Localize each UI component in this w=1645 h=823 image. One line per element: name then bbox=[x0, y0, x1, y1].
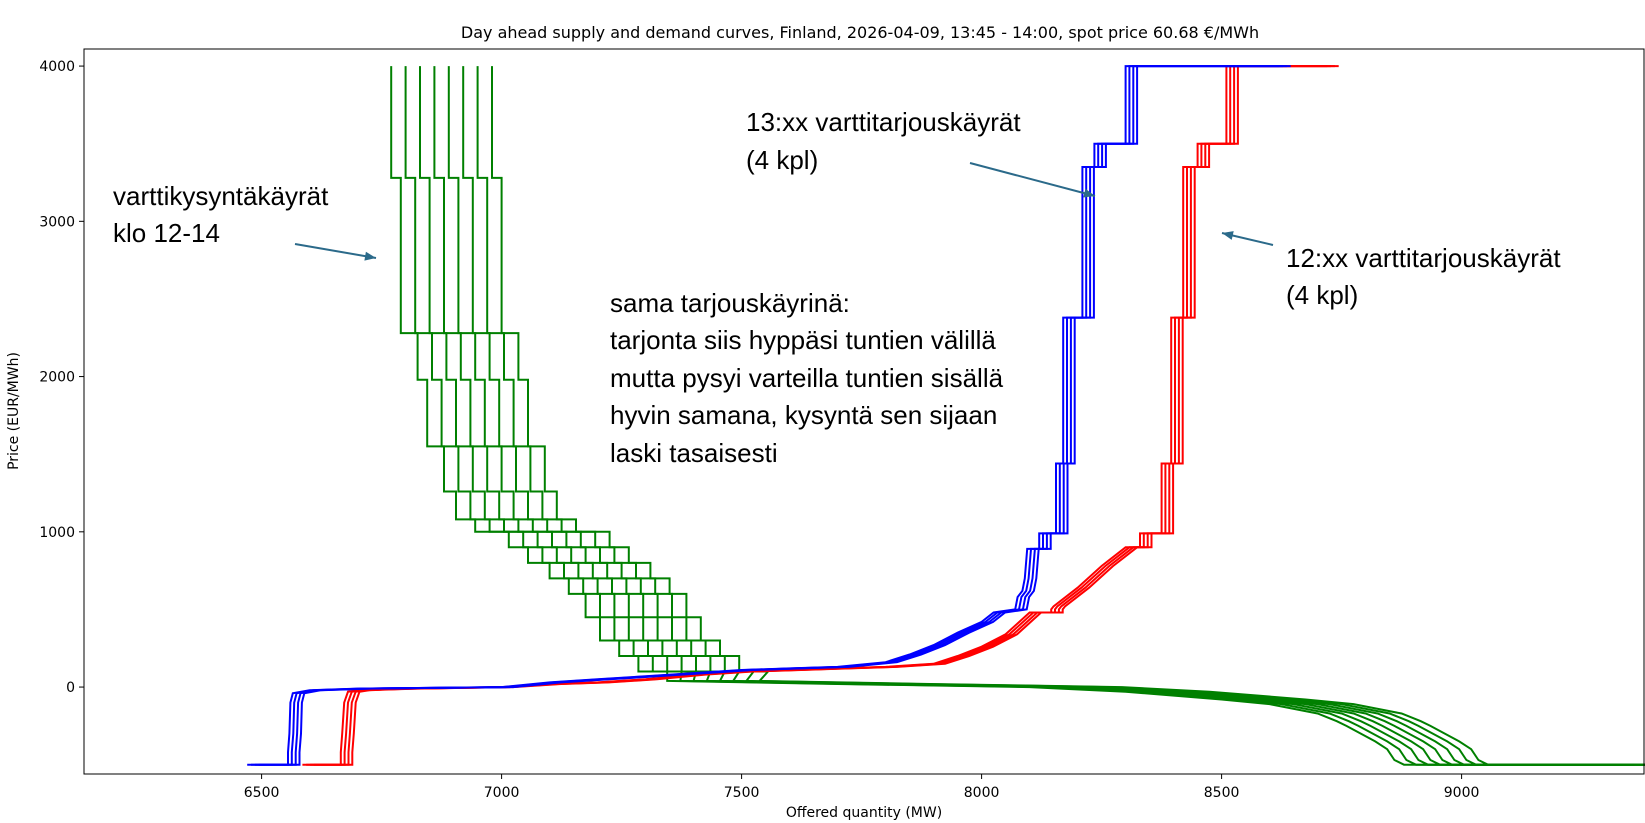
y-axis-label: Price (EUR/MWh) bbox=[6, 352, 22, 470]
x-axis-label: Offered quantity (MW) bbox=[786, 805, 942, 821]
demand-curve-1 bbox=[390, 66, 1611, 766]
demand-curve-4 bbox=[433, 66, 1645, 766]
y-tick-label: 2000 bbox=[39, 370, 75, 386]
ticks-layer: 6500 7000 7500 8000 8500 9000 0 1000 2000 3000 400… bbox=[39, 59, 1479, 801]
demand-curve-3 bbox=[419, 66, 1635, 766]
supply12-annotation-line1: 12:xx varttitarjouskäyrät bbox=[1286, 243, 1561, 273]
x-tick-label: 7500 bbox=[724, 785, 760, 801]
demand-curve-7 bbox=[476, 66, 1645, 766]
x-tick-label: 6500 bbox=[244, 785, 280, 801]
supply13-annotation-arrow bbox=[969, 162, 1096, 197]
supply12-annotation-line2: (4 kpl) bbox=[1286, 280, 1358, 310]
y-tick-label: 1000 bbox=[39, 525, 75, 541]
y-tick-label: 4000 bbox=[39, 59, 75, 75]
demand-curve-8 bbox=[491, 66, 1645, 766]
x-tick-label: 8500 bbox=[1204, 785, 1240, 801]
supply12-arrowhead bbox=[1222, 231, 1234, 240]
supply_13-curve-4 bbox=[258, 65, 1291, 766]
supply13-annotation-line2: (4 kpl) bbox=[746, 145, 818, 175]
note-line3: mutta pysyi varteilla tuntien sisällä bbox=[610, 363, 1004, 393]
demand-annotation-arrow bbox=[294, 243, 377, 259]
demand-curve-2 bbox=[404, 66, 1623, 766]
demand-curve-5 bbox=[447, 66, 1645, 766]
supply13-annotation-line1: 13:xx varttitarjouskäyrät bbox=[746, 107, 1021, 137]
x-tick-label: 8000 bbox=[964, 785, 1000, 801]
note-line2: tarjonta siis hyppäsi tuntien välillä bbox=[610, 325, 996, 355]
plot-frame bbox=[83, 48, 1645, 775]
y-tick-label: 0 bbox=[66, 680, 75, 696]
curves-layer bbox=[247, 65, 1645, 766]
supply13-arrowhead bbox=[1083, 188, 1095, 198]
x-tick-label: 7000 bbox=[484, 785, 520, 801]
demand-arrowhead bbox=[364, 251, 376, 261]
annotations: varttikysyntäkäyrät klo 12-14 13:xx vart… bbox=[113, 107, 1561, 468]
chart-title: Day ahead supply and demand curves, Finl… bbox=[461, 23, 1259, 42]
note-line1: sama tarjouskäyrinä: bbox=[610, 288, 850, 318]
demand-annotation-line2: klo 12-14 bbox=[113, 218, 220, 248]
x-tick-label: 9000 bbox=[1444, 785, 1480, 801]
note-line5: laski tasaisesti bbox=[610, 438, 778, 468]
y-tick-label: 3000 bbox=[39, 214, 75, 230]
note-line4: hyvin samana, kysyntä sen sijaan bbox=[610, 400, 997, 430]
demand-curve-6 bbox=[462, 66, 1645, 766]
demand-annotation-line1: varttikysyntäkäyrät bbox=[113, 181, 329, 211]
